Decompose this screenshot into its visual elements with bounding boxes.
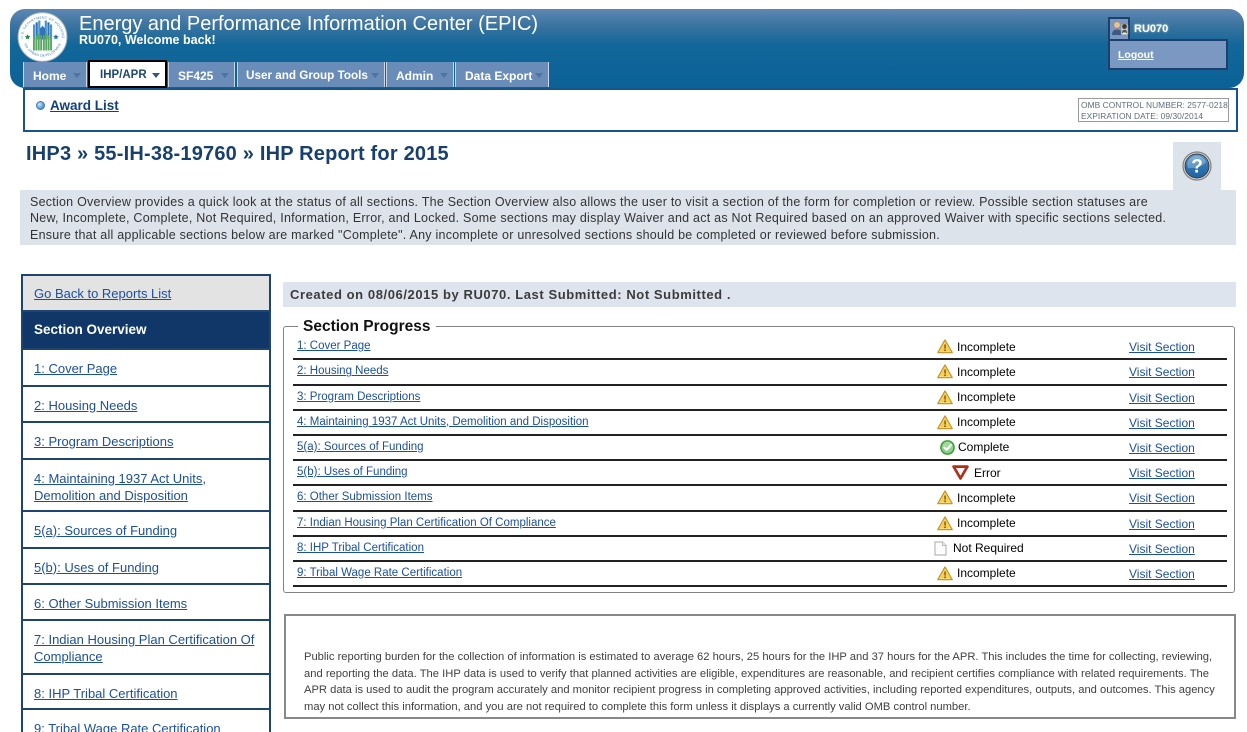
svg-text:?: ? — [1191, 157, 1203, 178]
